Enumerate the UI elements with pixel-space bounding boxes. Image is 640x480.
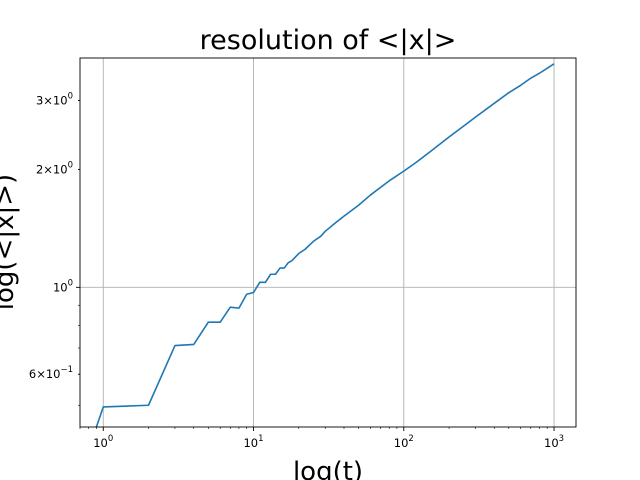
x-tick-label: 102 xyxy=(394,434,414,450)
y-axis-label: log(<|x|>) xyxy=(0,174,20,310)
y-tick-label: 3×100 xyxy=(36,91,73,107)
y-tick-label: 6×10−1 xyxy=(29,365,73,381)
x-axis-label: log(t) xyxy=(293,457,363,480)
x-tick-label: 103 xyxy=(544,434,564,450)
y-axis: 6×10−1 100 2×100 3×100 xyxy=(29,91,80,406)
series-line-0 xyxy=(95,63,555,427)
x-tick-label: 100 xyxy=(93,434,113,450)
y-tick-label: 100 xyxy=(53,278,73,294)
x-axis: 100 101 102 103 xyxy=(79,427,564,450)
chart-title: resolution of <|x|> xyxy=(200,25,457,56)
grid-lines xyxy=(80,58,576,427)
x-tick-label: 101 xyxy=(243,434,263,450)
plot-lines xyxy=(95,63,555,427)
plot-frame xyxy=(79,57,577,428)
y-tick-label: 2×100 xyxy=(36,160,73,176)
